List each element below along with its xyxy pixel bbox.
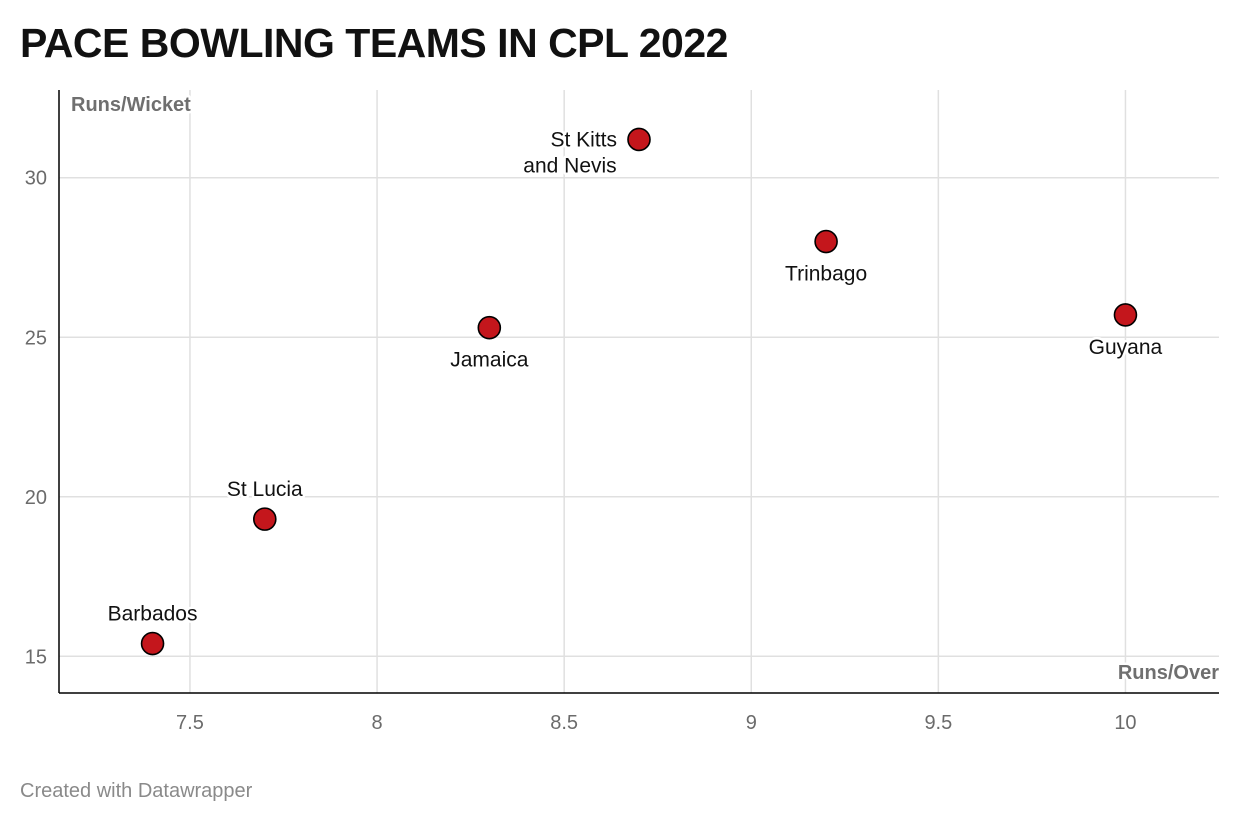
axes: 7.5 8 8.5 9 9.5 10 15 20 25 30 Runs/Wicket Runs/Ove…: [25, 90, 1222, 734]
data-point: [627, 127, 651, 152]
y-tick-label: 15: [25, 646, 47, 668]
x-tick-label: 9: [746, 712, 757, 734]
data-point: [140, 631, 165, 656]
point-label: Trinbago: [785, 263, 867, 286]
gridlines: [59, 90, 1219, 693]
y-tick-label: 25: [25, 327, 47, 349]
x-tick-label: 8: [372, 712, 383, 734]
point-label: St Lucia: [227, 478, 303, 501]
data-point: [477, 315, 502, 340]
data-point: [253, 507, 277, 531]
point-label: Jamaica: [450, 349, 529, 372]
x-tick-label: 10: [1114, 712, 1136, 734]
y-tick-label: 20: [25, 487, 47, 509]
point-label: Barbados: [108, 603, 198, 626]
data-point: [814, 229, 838, 254]
point-label-line: St Kitts: [550, 128, 617, 151]
footer-credit: Created with Datawrapper: [20, 780, 253, 802]
x-tick-label: 8.5: [550, 712, 578, 734]
x-axis-label: Runs/Over: [1118, 662, 1219, 684]
data-points: [140, 127, 1138, 656]
point-labels: Barbados St Lucia Jamaica St Kitts and Nevis…: [105, 126, 1165, 628]
chart-title: PACE BOWLING TEAMS IN CPL 2022: [20, 20, 728, 66]
data-point: [1113, 303, 1138, 327]
point-label-line: and Nevis: [523, 154, 616, 177]
x-tick-label: 7.5: [176, 712, 204, 734]
y-tick-label: 30: [25, 168, 47, 190]
point-label: Guyana: [1089, 336, 1163, 359]
y-axis-label: Runs/Wicket: [71, 94, 191, 116]
scatter-chart: 7.5 8 8.5 9 9.5 10 15 20 25 30 Runs/Wicket Runs/Ove…: [24, 90, 1222, 734]
point-label: St Kitts and Nevis: [523, 128, 617, 177]
x-tick-label: 9.5: [924, 712, 952, 734]
